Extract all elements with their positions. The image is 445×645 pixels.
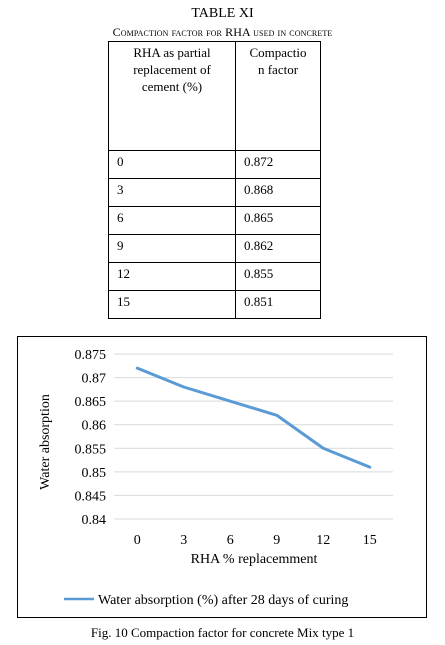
factor-cell: 0.855 — [235, 262, 321, 291]
factor-cell: 0.851 — [235, 290, 321, 319]
rha-cell: 3 — [108, 178, 236, 207]
gridlines — [114, 353, 393, 520]
compaction-factor-table: RHA as partial replacement of cement (%)… — [108, 41, 321, 319]
y-tick-label: 0.855 — [75, 442, 107, 457]
x-tick-label: 6 — [227, 533, 234, 548]
x-axis-label: RHA % replacemment — [191, 552, 318, 567]
y-tick-label: 0.875 — [75, 348, 107, 363]
legend: Water absorption (%) after 28 days of cu… — [64, 593, 348, 608]
rha-cell: 9 — [108, 234, 236, 263]
y-tick-label: 0.845 — [75, 489, 107, 504]
table-row: 6 0.865 — [108, 206, 321, 235]
series-group — [135, 366, 372, 469]
rha-cell: 6 — [108, 206, 236, 235]
table-caption: Compaction factor for RHA used in concre… — [112, 25, 333, 39]
table-row: 9 0.862 — [108, 234, 321, 263]
y-tick-label: 0.865 — [75, 395, 107, 410]
header-line: n factor — [257, 62, 299, 77]
x-tick-label: 15 — [363, 533, 377, 548]
y-tick-label: 0.84 — [82, 513, 107, 528]
y-tick-label: 0.87 — [82, 372, 107, 387]
line-chart: 0.875 0.87 0.865 0.86 0.855 0.85 0.845 0.84 0 3 6… — [38, 348, 393, 608]
rha-cell: 12 — [108, 262, 236, 291]
header-line: replacement of — [133, 62, 211, 77]
factor-cell: 0.862 — [235, 234, 321, 263]
x-tick-label: 0 — [134, 533, 141, 548]
y-tick-labels: 0.875 0.87 0.865 0.86 0.855 0.85 0.845 0.84 — [75, 348, 107, 528]
y-tick-label: 0.85 — [82, 466, 107, 481]
header-line: cement (%) — [141, 79, 203, 94]
header-line: RHA as partial — [133, 45, 211, 60]
table-number: TABLE XI — [191, 6, 254, 21]
legend-label: Water absorption (%) after 28 days of cu… — [98, 593, 348, 608]
x-tick-labels: 0 3 6 9 12 15 — [134, 533, 377, 548]
header-line: Compactio — [249, 45, 307, 60]
table-header-row: RHA as partial replacement of cement (%)… — [108, 41, 321, 151]
x-tick-label: 3 — [180, 533, 187, 548]
header-rha-replacement: RHA as partial replacement of cement (%) — [108, 41, 236, 151]
table-row: 12 0.855 — [108, 262, 321, 291]
series-line — [135, 366, 372, 469]
y-tick-label: 0.86 — [82, 419, 107, 434]
y-axis-label: Water absorption — [38, 394, 53, 490]
table-row: 3 0.868 — [108, 178, 321, 207]
x-tick-label: 12 — [316, 533, 330, 548]
x-tick-label: 9 — [273, 533, 280, 548]
rha-cell: 0 — [108, 150, 236, 179]
rha-cell: 15 — [108, 290, 236, 319]
header-compaction-factor: Compactio n factor — [235, 41, 321, 151]
factor-cell: 0.868 — [235, 178, 321, 207]
table-row: 0 0.872 — [108, 150, 321, 179]
chart-frame: 0.875 0.87 0.865 0.86 0.855 0.85 0.845 0.84 0 3 6… — [17, 336, 427, 618]
figure-caption: Fig. 10 Compaction factor for concrete M… — [90, 625, 355, 640]
factor-cell: 0.865 — [235, 206, 321, 235]
factor-cell: 0.872 — [235, 150, 321, 179]
table-row: 15 0.851 — [108, 290, 321, 319]
